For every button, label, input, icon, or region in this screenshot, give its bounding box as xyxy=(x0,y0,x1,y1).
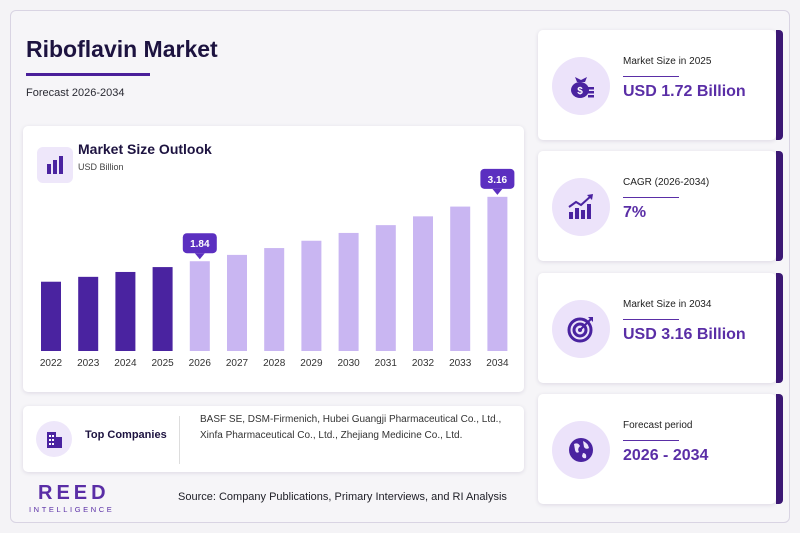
callout-box xyxy=(182,233,217,254)
svg-text:$: $ xyxy=(577,86,583,97)
x-tick-label: 2032 xyxy=(412,358,435,369)
kpi-label: Forecast period xyxy=(623,420,693,431)
bar-chart-icon xyxy=(37,147,73,183)
page-subtitle: Forecast 2026-2034 xyxy=(26,87,125,99)
kpi-rule xyxy=(623,76,679,77)
bar-2030 xyxy=(338,232,359,351)
callout-pointer xyxy=(194,253,205,260)
page-title: Riboflavin Market xyxy=(26,36,218,62)
bar-chart: 2022 2023 2024 2025 2026 2027 2028 2029 2030 2031… xyxy=(40,168,515,369)
bar-2032 xyxy=(413,216,433,351)
x-tick-label: 2034 xyxy=(486,358,509,369)
kpi-accent-bar xyxy=(776,30,783,140)
x-tick-label: 2030 xyxy=(337,358,360,369)
data-label: 3.16 xyxy=(488,175,508,186)
x-tick-label: 2026 xyxy=(189,358,212,369)
companies-divider xyxy=(179,416,180,464)
kpi-value: USD 1.72 Billion xyxy=(623,83,746,100)
kpi-value: USD 3.16 Billion xyxy=(623,326,746,343)
kpi-card-forecast-period: Forecast period 2026 - 2034 xyxy=(538,394,783,504)
bar-2028 xyxy=(264,248,285,351)
x-tick-label: 2024 xyxy=(114,358,137,369)
data-label: 1.84 xyxy=(190,239,210,250)
top-companies-label: Top Companies xyxy=(85,429,167,441)
x-tick-label: 2028 xyxy=(263,358,286,369)
kpi-label: Market Size in 2025 xyxy=(623,56,712,67)
kpi-card-market-size-2025: $ Market Size in 2025 USD 1.72 Billion xyxy=(538,30,783,140)
top-companies-list: BASF SE, DSM-Firmenich, Hubei Guangji Ph… xyxy=(200,414,502,441)
kpi-card-cagr: CAGR (2026-2034) 7% xyxy=(538,151,783,261)
kpi-rule xyxy=(623,440,679,441)
bar-2029 xyxy=(301,240,322,351)
x-tick-label: 2027 xyxy=(226,358,249,369)
bar-2026 xyxy=(189,261,210,351)
callout-box xyxy=(480,168,515,189)
bar-2024 xyxy=(115,271,136,351)
chart-unit: USD Billion xyxy=(78,162,124,172)
kpi-accent-bar xyxy=(776,151,783,261)
kpi-accent-bar xyxy=(776,273,783,383)
kpi-rule xyxy=(623,319,679,320)
x-tick-label: 2031 xyxy=(375,358,398,369)
top-companies-card xyxy=(23,406,524,472)
x-tick-label: 2022 xyxy=(40,358,63,369)
bar-2031 xyxy=(375,225,396,351)
brand-logo: REED xyxy=(38,482,110,504)
kpi-accent-bar xyxy=(776,394,783,504)
bar-2023 xyxy=(78,276,99,351)
chart-title: Market Size Outlook xyxy=(78,141,212,157)
bar-2027 xyxy=(227,254,247,351)
x-tick-label: 2033 xyxy=(449,358,472,369)
bar-2025 xyxy=(152,267,173,351)
kpi-label: Market Size in 2034 xyxy=(623,299,712,310)
source-note: Source: Company Publications, Primary In… xyxy=(178,491,507,503)
bar-2034 xyxy=(487,196,508,351)
money-bag-icon: $ xyxy=(552,57,610,115)
callout-pointer xyxy=(492,188,503,195)
kpi-value: 7% xyxy=(623,204,647,221)
kpi-card-market-size-2034: Market Size in 2034 USD 3.16 Billion xyxy=(538,273,783,383)
building-icon xyxy=(36,421,72,457)
title-underline xyxy=(26,73,150,76)
growth-chart-icon xyxy=(552,178,610,236)
kpi-value: 2026 - 2034 xyxy=(623,447,709,464)
x-tick-label: 2029 xyxy=(300,358,323,369)
bar-2022 xyxy=(41,281,61,351)
x-tick-label: 2025 xyxy=(151,358,174,369)
bar-2033 xyxy=(450,206,471,351)
brand-logo-subtitle: INTELLIGENCE xyxy=(29,505,115,514)
target-icon xyxy=(552,300,610,358)
globe-icon xyxy=(552,421,610,479)
kpi-rule xyxy=(623,197,679,198)
x-tick-label: 2023 xyxy=(77,358,100,369)
kpi-label: CAGR (2026-2034) xyxy=(623,177,710,188)
